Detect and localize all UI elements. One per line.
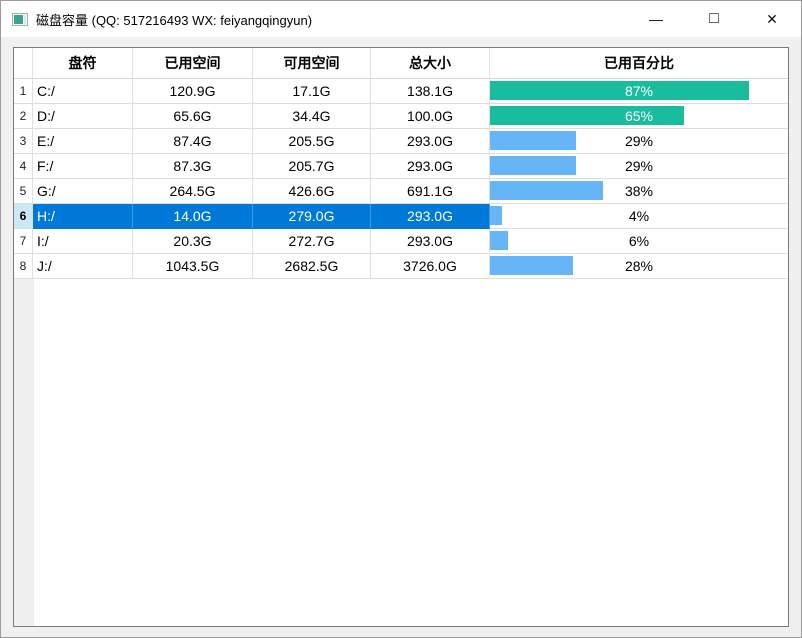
percent-bar xyxy=(490,131,577,150)
used-space-cell[interactable]: 1043.5G xyxy=(133,254,253,279)
percent-bar xyxy=(490,81,750,100)
total-size-cell[interactable]: 691.1G xyxy=(371,179,490,204)
percent-label: 65% xyxy=(624,107,654,124)
percent-cell[interactable]: 4% xyxy=(490,204,788,229)
percent-cell[interactable]: 28% xyxy=(490,254,788,279)
used-space-cell[interactable]: 14.0G xyxy=(133,204,253,229)
free-space-cell[interactable]: 272.7G xyxy=(253,229,371,254)
table-row[interactable]: 4 F:/87.3G 205.7G 293.0G 29% xyxy=(14,154,788,179)
percent-cell[interactable]: 29% xyxy=(490,154,788,179)
free-space-cell[interactable]: 426.6G xyxy=(253,179,371,204)
percent-bar xyxy=(490,106,684,125)
table-row[interactable]: 7 I:/20.3G 272.7G 293.0G 6% xyxy=(14,229,788,254)
percent-bar xyxy=(490,156,577,175)
close-button[interactable]: ✕ xyxy=(743,1,801,37)
row-number-cell[interactable]: 8 xyxy=(14,254,33,279)
percent-cell[interactable]: 29% xyxy=(490,129,788,154)
drive-cell[interactable]: D:/ xyxy=(33,104,133,129)
percent-bar xyxy=(490,181,604,200)
percent-bar xyxy=(490,256,574,275)
drive-cell[interactable]: J:/ xyxy=(33,254,133,279)
header-corner-cell[interactable] xyxy=(14,48,33,79)
used-space-cell[interactable]: 264.5G xyxy=(133,179,253,204)
used-space-cell[interactable]: 87.3G xyxy=(133,154,253,179)
drive-cell[interactable]: E:/ xyxy=(33,129,133,154)
row-number-cell[interactable]: 7 xyxy=(14,229,33,254)
header-free-space[interactable]: 可用空间 xyxy=(253,48,371,79)
free-space-cell[interactable]: 205.5G xyxy=(253,129,371,154)
percent-cell[interactable]: 6% xyxy=(490,229,788,254)
row-number-cell[interactable]: 3 xyxy=(14,129,33,154)
used-space-cell[interactable]: 20.3G xyxy=(133,229,253,254)
percent-label: 38% xyxy=(624,182,654,199)
total-size-cell[interactable]: 293.0G xyxy=(371,229,490,254)
row-number-cell[interactable]: 5 xyxy=(14,179,33,204)
table-row[interactable]: 1 C:/120.9G 17.1G 138.1G 87% xyxy=(14,79,788,104)
used-space-cell[interactable]: 87.4G xyxy=(133,129,253,154)
used-space-cell[interactable]: 65.6G xyxy=(133,104,253,129)
header-drive[interactable]: 盘符 xyxy=(33,48,133,79)
table-body: 1 C:/120.9G 17.1G 138.1G 87% 2 D:/65.6G 34.4G 10… xyxy=(14,79,788,279)
total-size-cell[interactable]: 293.0G xyxy=(371,204,490,229)
percent-label: 28% xyxy=(624,257,654,274)
minimize-button[interactable]: — xyxy=(627,1,685,37)
percent-label: 29% xyxy=(624,157,654,174)
header-used-percent[interactable]: 已用百分比 xyxy=(490,48,788,79)
drive-cell[interactable]: F:/ xyxy=(33,154,133,179)
free-space-cell[interactable]: 17.1G xyxy=(253,79,371,104)
header-total-size[interactable]: 总大小 xyxy=(371,48,490,79)
row-number-cell[interactable]: 2 xyxy=(14,104,33,129)
free-space-cell[interactable]: 279.0G xyxy=(253,204,371,229)
drive-cell[interactable]: C:/ xyxy=(33,79,133,104)
app-icon xyxy=(12,12,28,26)
row-number-cell[interactable]: 4 xyxy=(14,154,33,179)
free-space-cell[interactable]: 205.7G xyxy=(253,154,371,179)
percent-label: 29% xyxy=(624,132,654,149)
table-row[interactable]: 5 G:/264.5G 426.6G 691.1G 38% xyxy=(14,179,788,204)
table-row[interactable]: 6 H:/14.0G 279.0G 293.0G 4% xyxy=(14,204,788,229)
window-title: 磁盘容量 (QQ: 517216493 WX: feiyangqingyun) xyxy=(36,12,313,28)
disk-table: 盘符 已用空间 可用空间 总大小 已用百分比 1 C:/120.9G 17.1G 13… xyxy=(13,47,789,627)
app-icon-screen xyxy=(14,14,23,24)
total-size-cell[interactable]: 138.1G xyxy=(371,79,490,104)
percent-label: 6% xyxy=(628,232,650,249)
title-bar[interactable]: 磁盘容量 (QQ: 517216493 WX: feiyangqingyun) … xyxy=(1,1,801,37)
table-header-row: 盘符 已用空间 可用空间 总大小 已用百分比 xyxy=(14,48,788,79)
minimize-icon: — xyxy=(649,11,663,27)
percent-cell[interactable]: 65% xyxy=(490,104,788,129)
percent-cell[interactable]: 38% xyxy=(490,179,788,204)
row-number-cell[interactable]: 6 xyxy=(14,204,33,229)
free-space-cell[interactable]: 2682.5G xyxy=(253,254,371,279)
percent-label: 4% xyxy=(628,207,650,224)
total-size-cell[interactable]: 100.0G xyxy=(371,104,490,129)
app-icon-strip xyxy=(24,14,26,24)
table-empty-area xyxy=(14,279,788,626)
table-row[interactable]: 3 E:/87.4G 205.5G 293.0G 29% xyxy=(14,129,788,154)
percent-label: 87% xyxy=(624,82,654,99)
drive-cell[interactable]: G:/ xyxy=(33,179,133,204)
total-size-cell[interactable]: 3726.0G xyxy=(371,254,490,279)
close-icon: ✕ xyxy=(766,10,778,27)
used-space-cell[interactable]: 120.9G xyxy=(133,79,253,104)
table-row[interactable]: 8 J:/1043.5G 2682.5G 3726.0G 28% xyxy=(14,254,788,279)
caption-buttons: — □ ✕ xyxy=(627,1,801,37)
header-used-space[interactable]: 已用空间 xyxy=(133,48,253,79)
percent-bar xyxy=(490,231,508,250)
table-row[interactable]: 2 D:/65.6G 34.4G 100.0G 65% xyxy=(14,104,788,129)
drive-cell[interactable]: I:/ xyxy=(33,229,133,254)
total-size-cell[interactable]: 293.0G xyxy=(371,154,490,179)
percent-cell[interactable]: 87% xyxy=(490,79,788,104)
maximize-icon: □ xyxy=(709,9,719,27)
free-space-cell[interactable]: 34.4G xyxy=(253,104,371,129)
maximize-button[interactable]: □ xyxy=(685,1,743,37)
drive-cell[interactable]: H:/ xyxy=(33,204,133,229)
row-number-cell[interactable]: 1 xyxy=(14,79,33,104)
row-header-gutter xyxy=(14,279,34,626)
total-size-cell[interactable]: 293.0G xyxy=(371,129,490,154)
percent-bar xyxy=(490,206,502,225)
